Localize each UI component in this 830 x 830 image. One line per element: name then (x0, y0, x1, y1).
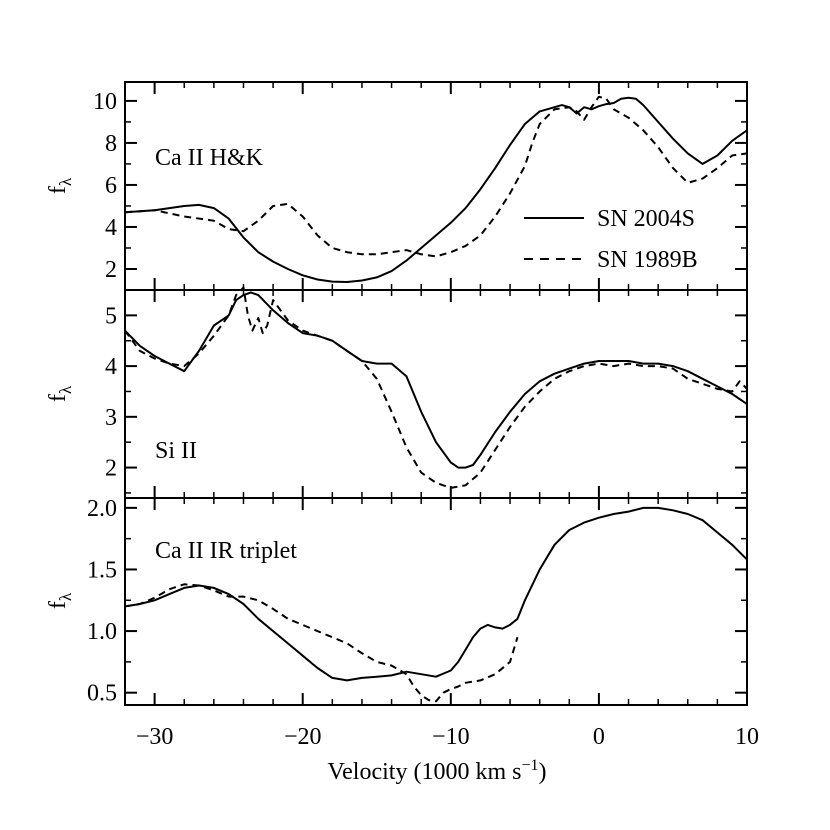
x-axis-title: Velocity (1000 km s−1) (327, 757, 546, 785)
panel-ca-ir: 0.5 1.0 1.5 2.0 Ca II IR triplet fλ (45, 496, 748, 707)
panel-ca-ir-series-sn-1989b (124, 583, 519, 703)
panel-ca-hk-label: Ca II H&K (155, 145, 264, 171)
y-tick-label: 2 (105, 456, 117, 482)
panel-ca-hk-series-sn-2004s (124, 96, 748, 283)
panel-si-series (124, 286, 748, 489)
x-tick-label: 10 (735, 724, 759, 750)
panel-ca-ir-label: Ca II IR triplet (155, 538, 297, 564)
panel-si: 2 3 4 5 Si II fλ (45, 286, 748, 499)
y-tick-label: 2 (105, 257, 117, 283)
panel-ca-hk-ylabel: fλ (45, 177, 75, 194)
panel-ca-ir-frame (124, 497, 748, 706)
panel-si-series-sn-1989b (124, 286, 748, 489)
x-tick-label: 0 (593, 724, 605, 750)
y-tick-label: 6 (105, 173, 117, 199)
panel-si-ticks: 2 3 4 5 (105, 289, 748, 498)
panel-ca-ir-ylabel: fλ (45, 592, 75, 609)
panel-ca-hk-ticks: 2 4 6 8 10 (93, 82, 748, 291)
x-tick-label: −10 (432, 724, 470, 750)
panel-si-series-sn-2004s (124, 291, 748, 469)
x-tick-label: −30 (136, 724, 174, 750)
y-tick-label: 2.0 (87, 496, 117, 522)
y-tick-label: 8 (105, 131, 117, 157)
y-tick-label: 10 (93, 89, 117, 115)
y-tick-label: 3 (105, 405, 117, 431)
y-tick-label: 1.5 (87, 557, 117, 583)
y-tick-label: 5 (105, 303, 117, 329)
legend: SN 2004S SN 1989B (524, 206, 698, 273)
legend-label-sn1989b: SN 1989B (597, 247, 698, 273)
panel-ca-ir-series-sn-2004s (124, 506, 748, 682)
panel-ca-hk-series (124, 95, 748, 283)
panel-ca-ir-series (124, 506, 748, 703)
y-tick-label: 4 (105, 354, 117, 380)
x-axis-ticks: −30 −20 −10 0 10 (136, 724, 759, 750)
panel-si-label: Si II (155, 438, 197, 464)
y-tick-label: 0.5 (87, 681, 117, 707)
panel-si-ylabel: fλ (45, 385, 75, 402)
y-tick-label: 4 (105, 215, 117, 241)
x-tick-label: −20 (284, 724, 322, 750)
panel-ca-ir-ticks: 0.5 1.0 1.5 2.0 (87, 496, 748, 707)
legend-label-sn2004s: SN 2004S (597, 206, 695, 232)
y-tick-label: 1.0 (87, 619, 117, 645)
